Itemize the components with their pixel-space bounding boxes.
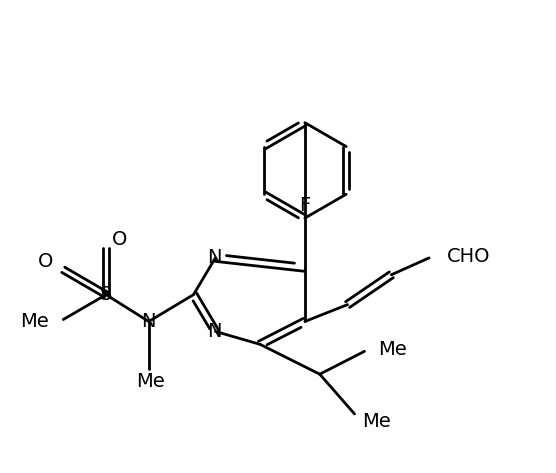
Text: N: N — [207, 248, 222, 267]
Text: Me: Me — [379, 340, 407, 359]
Text: N: N — [142, 312, 156, 331]
Text: Me: Me — [136, 372, 165, 391]
Text: Me: Me — [21, 312, 49, 331]
Text: F: F — [299, 196, 310, 215]
Text: S: S — [100, 285, 112, 304]
Text: Me: Me — [363, 412, 391, 431]
Text: O: O — [38, 253, 53, 272]
Text: O: O — [112, 230, 127, 249]
Text: N: N — [207, 322, 222, 341]
Text: CHO: CHO — [447, 247, 490, 266]
